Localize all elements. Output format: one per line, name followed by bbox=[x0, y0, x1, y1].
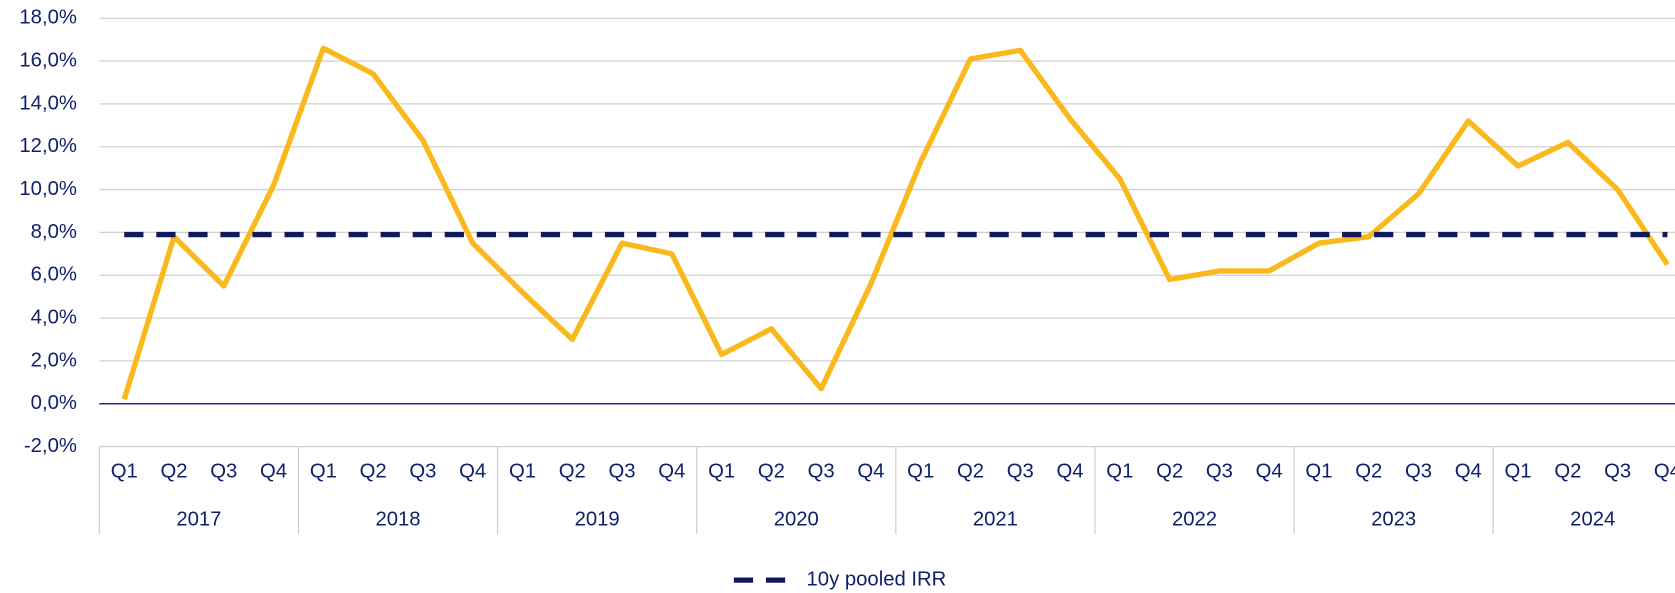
x-tick-label: Q2 bbox=[1355, 461, 1382, 483]
x-tick-label: Q4 bbox=[857, 461, 884, 483]
year-label: 2024 bbox=[1570, 509, 1615, 531]
y-tick-label: 10,0% bbox=[19, 178, 77, 200]
year-label: 2021 bbox=[973, 509, 1018, 531]
year-label: 2017 bbox=[176, 509, 221, 531]
x-tick-label: Q2 bbox=[758, 461, 785, 483]
x-tick-label: Q2 bbox=[559, 461, 586, 483]
year-label: 2019 bbox=[575, 509, 620, 531]
x-tick-label: Q1 bbox=[1305, 461, 1332, 483]
year-label: 2022 bbox=[1172, 509, 1217, 531]
line-series bbox=[121, 45, 1670, 401]
x-tick-label: Q1 bbox=[708, 461, 735, 483]
y-tick-label: 2,0% bbox=[31, 349, 77, 371]
x-tick-label: Q3 bbox=[1206, 461, 1233, 483]
y-tick-label: 0,0% bbox=[31, 392, 77, 414]
year-label: 2018 bbox=[375, 509, 420, 531]
x-tick-label: Q3 bbox=[1405, 461, 1432, 483]
x-tick-label: Q3 bbox=[609, 461, 636, 483]
x-tick-label: Q1 bbox=[111, 461, 138, 483]
y-tick-label: 16,0% bbox=[19, 49, 77, 71]
x-tick-label: Q1 bbox=[310, 461, 337, 483]
x-tick-label: Q1 bbox=[1505, 461, 1532, 483]
x-tick-label: Q3 bbox=[210, 461, 237, 483]
y-tick-label: 12,0% bbox=[19, 135, 77, 157]
x-tick-label: Q4 bbox=[1654, 461, 1675, 483]
x-tick-label: Q4 bbox=[1256, 461, 1283, 483]
x-tick-label: Q4 bbox=[1455, 461, 1482, 483]
x-tick-label: Q2 bbox=[360, 461, 387, 483]
x-tick-label: Q2 bbox=[1554, 461, 1581, 483]
x-tick-label: Q4 bbox=[658, 461, 685, 483]
y-tick-label: -2,0% bbox=[24, 435, 77, 457]
y-tick-label: 4,0% bbox=[31, 306, 77, 328]
x-tick-label: Q1 bbox=[1106, 461, 1133, 483]
y-tick-label: 18,0% bbox=[19, 7, 77, 29]
x-tick-label: Q4 bbox=[1057, 461, 1084, 483]
year-label: 2020 bbox=[774, 509, 819, 531]
x-tick-label: Q2 bbox=[1156, 461, 1183, 483]
x-tick-label: Q3 bbox=[1007, 461, 1034, 483]
x-tick-label: Q3 bbox=[808, 461, 835, 483]
y-tick-label: 6,0% bbox=[31, 264, 77, 286]
x-tick-label: Q3 bbox=[1604, 461, 1631, 483]
x-tick-label: Q2 bbox=[160, 461, 187, 483]
x-tick-label: Q2 bbox=[957, 461, 984, 483]
x-tick-label: Q3 bbox=[409, 461, 436, 483]
year-label: 2023 bbox=[1371, 509, 1416, 531]
x-tick-label: Q4 bbox=[459, 461, 486, 483]
y-tick-label: 14,0% bbox=[19, 92, 77, 114]
x-tick-label: Q1 bbox=[509, 461, 536, 483]
legend-label: 10y pooled IRR bbox=[807, 568, 947, 590]
x-tick-label: Q4 bbox=[260, 461, 287, 483]
x-tick-label: Q1 bbox=[907, 461, 934, 483]
y-tick-label: 8,0% bbox=[31, 221, 77, 243]
